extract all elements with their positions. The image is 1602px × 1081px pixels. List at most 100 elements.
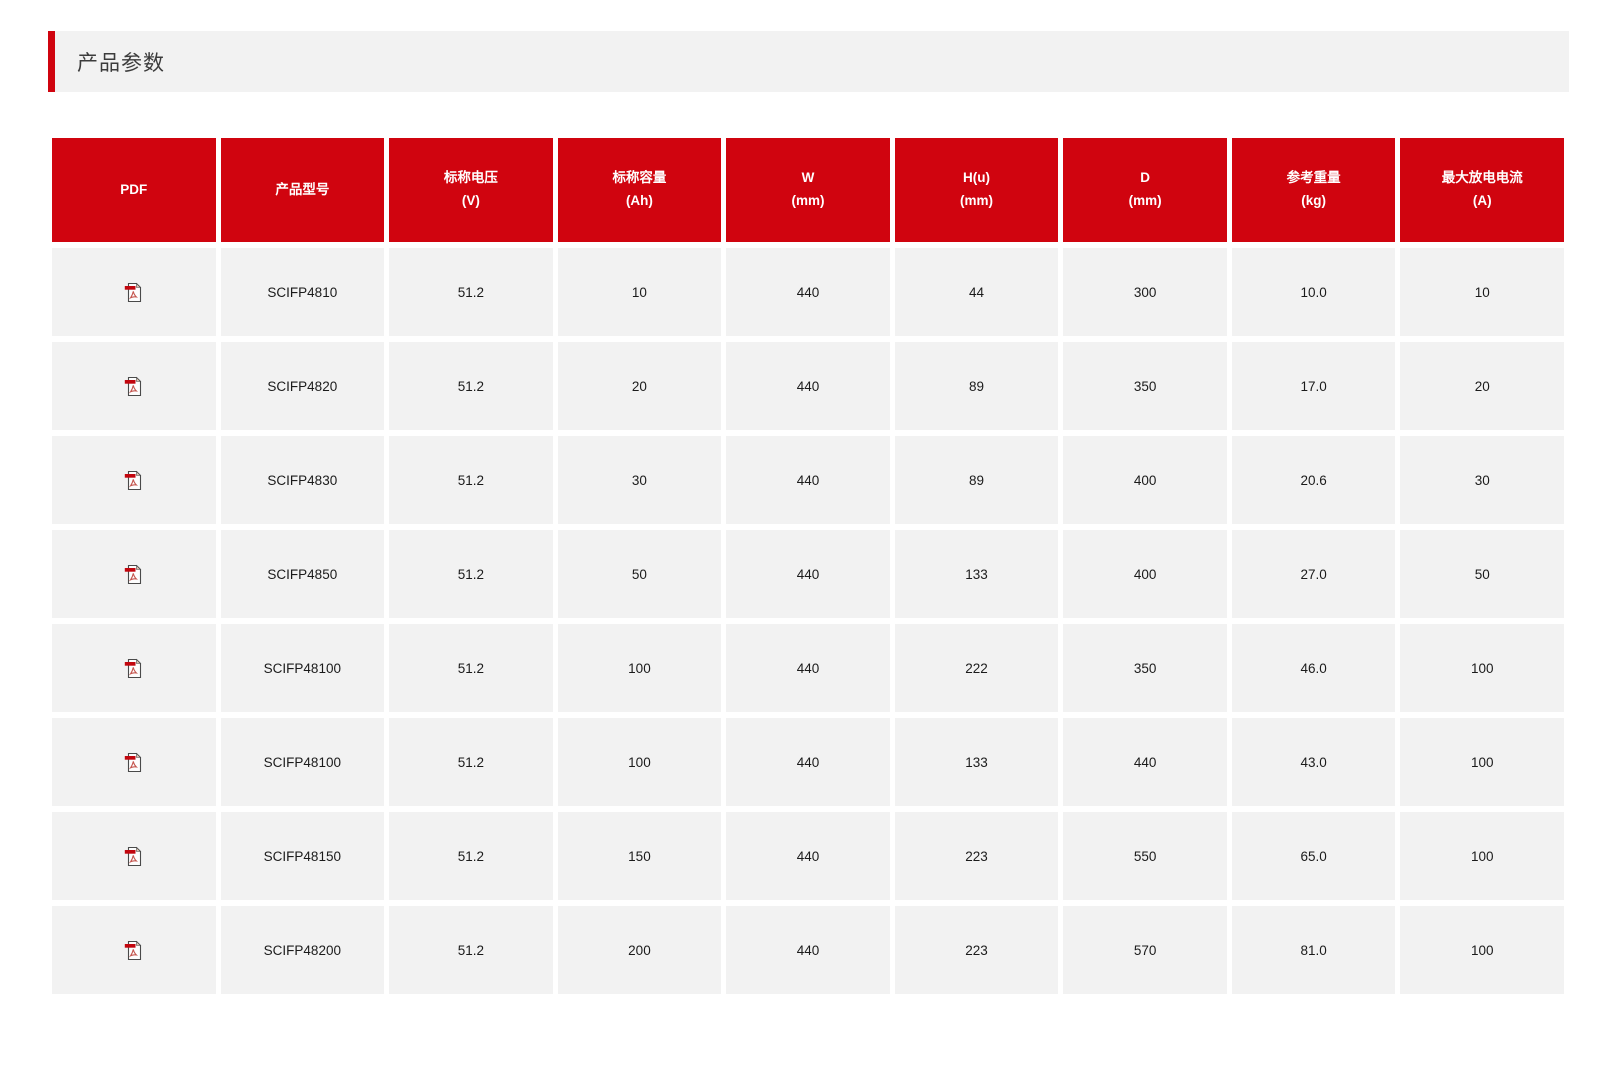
width-cell: 440	[726, 436, 890, 524]
capacity-cell: 200	[557, 906, 722, 994]
pdf-download-link[interactable]	[124, 752, 143, 773]
column-label: W	[801, 170, 815, 186]
column-unit: (A)	[1472, 193, 1492, 208]
column-label: 参考重量	[1286, 170, 1341, 186]
column-label: 标称容量	[612, 170, 667, 186]
width-cell: 440	[726, 530, 890, 618]
pdf-file-icon	[124, 564, 143, 585]
depth-cell: 350	[1063, 624, 1227, 712]
table-row: SCIFP4830 51.2 30 440 89 400 20.6 30	[52, 436, 1564, 524]
table-row: SCIFP48100 51.2 100 440 222 350 46.0 100	[52, 624, 1564, 712]
weight-cell: 81.0	[1231, 906, 1396, 994]
pdf-download-link[interactable]	[124, 940, 143, 961]
voltage-cell: 51.2	[389, 248, 553, 336]
pdf-file-icon	[124, 940, 143, 961]
model-cell: SCIFP48100	[220, 624, 385, 712]
column-header-capacity: 标称容量 (Ah)	[557, 138, 722, 242]
weight-cell: 65.0	[1231, 812, 1396, 900]
pdf-download-link[interactable]	[124, 846, 143, 867]
pdf-file-icon	[124, 470, 143, 491]
column-unit: (kg)	[1301, 193, 1327, 208]
height-cell: 222	[894, 624, 1059, 712]
capacity-cell: 50	[557, 530, 722, 618]
width-cell: 440	[726, 812, 890, 900]
depth-cell: 400	[1063, 436, 1227, 524]
max-current-cell: 30	[1400, 436, 1564, 524]
capacity-cell: 150	[557, 812, 722, 900]
model-cell: SCIFP4830	[220, 436, 385, 524]
table-row: SCIFP48100 51.2 100 440 133 440 43.0 100	[52, 718, 1564, 806]
depth-cell: 570	[1063, 906, 1227, 994]
pdf-cell	[52, 342, 216, 430]
capacity-cell: 100	[557, 718, 722, 806]
max-current-cell: 100	[1400, 624, 1564, 712]
height-cell: 89	[894, 436, 1059, 524]
column-label: PDF	[120, 181, 148, 197]
pdf-download-link[interactable]	[124, 658, 143, 679]
voltage-cell: 51.2	[389, 436, 553, 524]
model-cell: SCIFP4810	[220, 248, 385, 336]
height-cell: 133	[894, 530, 1059, 618]
max-current-cell: 100	[1400, 906, 1564, 994]
model-cell: SCIFP4850	[220, 530, 385, 618]
voltage-cell: 51.2	[389, 624, 553, 712]
column-header-width: W (mm)	[726, 138, 890, 242]
model-cell: SCIFP4820	[220, 342, 385, 430]
pdf-download-link[interactable]	[124, 376, 143, 397]
height-cell: 223	[894, 812, 1059, 900]
model-cell: SCIFP48100	[220, 718, 385, 806]
pdf-file-icon	[124, 376, 143, 397]
table-row: SCIFP48200 51.2 200 440 223 570 81.0 100	[52, 906, 1564, 994]
model-cell: SCIFP48200	[220, 906, 385, 994]
weight-cell: 10.0	[1231, 248, 1396, 336]
pdf-cell	[52, 248, 216, 336]
column-label: 标称电压	[443, 170, 498, 186]
max-current-cell: 10	[1400, 248, 1564, 336]
column-unit: (mm)	[960, 193, 994, 208]
pdf-file-icon	[124, 658, 143, 679]
max-current-cell: 100	[1400, 812, 1564, 900]
capacity-cell: 10	[557, 248, 722, 336]
column-header-depth: D (mm)	[1063, 138, 1227, 242]
weight-cell: 43.0	[1231, 718, 1396, 806]
voltage-cell: 51.2	[389, 906, 553, 994]
column-header-weight: 参考重量 (kg)	[1231, 138, 1396, 242]
voltage-cell: 51.2	[389, 812, 553, 900]
max-current-cell: 50	[1400, 530, 1564, 618]
column-header-height: H(u) (mm)	[894, 138, 1059, 242]
depth-cell: 440	[1063, 718, 1227, 806]
weight-cell: 46.0	[1231, 624, 1396, 712]
column-unit: (mm)	[791, 193, 825, 208]
pdf-cell	[52, 718, 216, 806]
voltage-cell: 51.2	[389, 530, 553, 618]
page: { "page": { "section_title": "产品参数" }, "…	[0, 31, 1602, 1081]
width-cell: 440	[726, 906, 890, 994]
width-cell: 440	[726, 624, 890, 712]
table-row: SCIFP4850 51.2 50 440 133 400 27.0 50	[52, 530, 1564, 618]
depth-cell: 550	[1063, 812, 1227, 900]
width-cell: 440	[726, 342, 890, 430]
table-row: SCIFP4820 51.2 20 440 89 350 17.0 20	[52, 342, 1564, 430]
column-header-pdf: PDF	[52, 138, 216, 242]
voltage-cell: 51.2	[389, 342, 553, 430]
voltage-cell: 51.2	[389, 718, 553, 806]
pdf-cell	[52, 436, 216, 524]
width-cell: 440	[726, 248, 890, 336]
pdf-cell	[52, 624, 216, 712]
pdf-download-link[interactable]	[124, 564, 143, 585]
pdf-download-link[interactable]	[124, 282, 143, 303]
capacity-cell: 20	[557, 342, 722, 430]
weight-cell: 27.0	[1231, 530, 1396, 618]
pdf-file-icon	[124, 846, 143, 867]
pdf-download-link[interactable]	[124, 470, 143, 491]
height-cell: 223	[894, 906, 1059, 994]
pdf-cell	[52, 906, 216, 994]
depth-cell: 400	[1063, 530, 1227, 618]
weight-cell: 17.0	[1231, 342, 1396, 430]
product-parameters-table: PDF 产品型号 标称电压 (V) 标称容量 (Ah) W (mm) H(u) …	[52, 138, 1564, 994]
column-unit: (Ah)	[625, 193, 653, 208]
max-current-cell: 20	[1400, 342, 1564, 430]
table-row: SCIFP4810 51.2 10 440 44 300 10.0 10	[52, 248, 1564, 336]
column-unit: (mm)	[1128, 193, 1162, 208]
column-label: 最大放电电流	[1441, 170, 1523, 186]
